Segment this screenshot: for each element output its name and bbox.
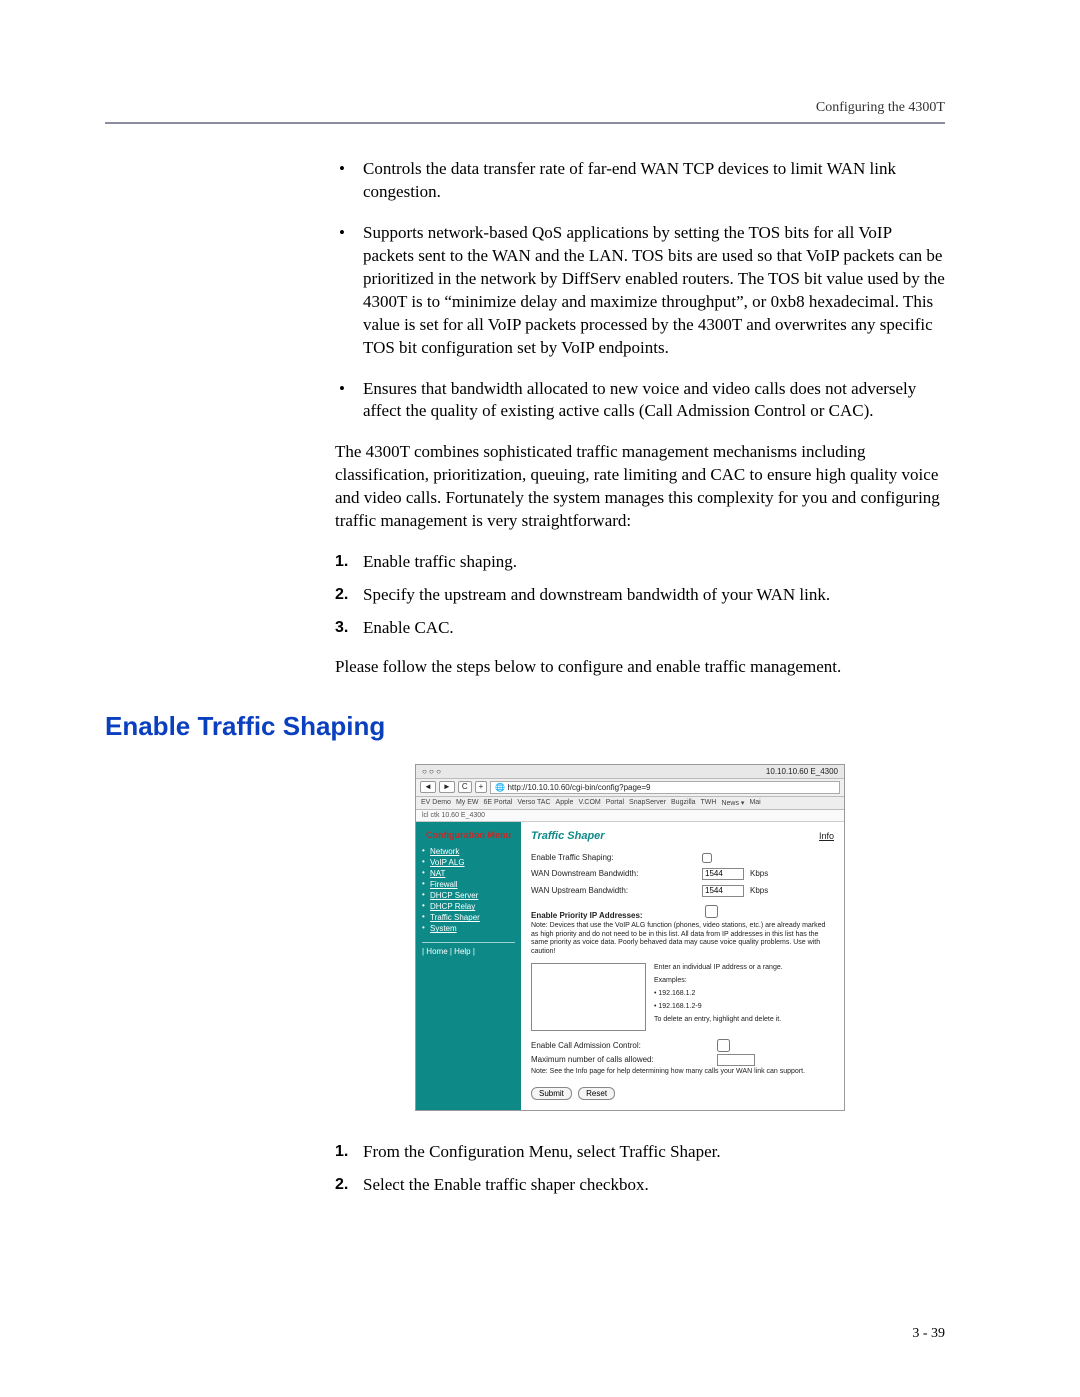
enable-shaping-label: Enable Traffic Shaping: [531,853,696,862]
browser-toolbar: ◄ ► C + 🌐 http://10.10.10.60/cgi-bin/con… [416,779,844,797]
ip-list-textarea[interactable] [531,963,646,1031]
bookmark-item[interactable]: TWH [701,799,717,807]
add-button[interactable]: + [475,781,488,793]
main-panel: Traffic Shaper Info Enable Traffic Shapi… [521,822,844,1110]
window-dots: ○ ○ ○ [422,767,441,776]
bullet-item: Ensures that bandwidth allocated to new … [335,378,945,424]
step-text: Enable CAC. [363,618,454,637]
step-item: 2.Specify the upstream and downstream ba… [335,584,945,607]
step-text: Specify the upstream and downstream band… [363,585,830,604]
embedded-screenshot: ○ ○ ○ 10.10.10.60 E_4300 ◄ ► C + 🌐 http:… [415,764,845,1111]
priority-ip-checkbox[interactable] [705,905,718,918]
enable-steps: 1.From the Configuration Menu, select Tr… [335,1141,945,1197]
kbps-unit: Kbps [750,886,768,895]
feature-bullets: Controls the data transfer rate of far-e… [335,158,945,423]
bookmark-item[interactable]: News ▾ [721,799,744,807]
bookmark-item[interactable]: Bugzilla [671,799,696,807]
wan-down-input[interactable] [702,868,744,880]
priority-ip-note: Note: Devices that use the VoIP ALG func… [531,922,834,957]
kbps-unit: Kbps [750,869,768,878]
step-text: Select the Enable traffic shaper checkbo… [363,1175,649,1194]
step-item: 2.Select the Enable traffic shaper check… [335,1174,945,1197]
bookmark-item[interactable]: 6E Portal [484,799,513,807]
bullet-item: Controls the data transfer rate of far-e… [335,158,945,204]
enable-shaping-checkbox[interactable] [702,853,712,863]
running-header: Configuring the 4300T [105,100,945,116]
reload-button[interactable]: C [458,781,472,793]
page-number: 3 - 39 [912,1326,945,1342]
sidebar-item-dhcp-server[interactable]: DHCP Server [422,890,515,901]
ip-help-text: Enter an individual IP address or a rang… [654,963,834,1031]
sidebar-title: Configuration Menu [422,830,515,840]
step-text: Enable traffic shaping. [363,552,517,571]
bookmarks-bar: EV Demo My EW 6E Portal Verso TAC Apple … [416,797,844,810]
bookmark-item[interactable]: Portal [606,799,624,807]
follow-paragraph: Please follow the steps below to configu… [335,656,945,679]
sidebar-item-dhcp-relay[interactable]: DHCP Relay [422,901,515,912]
sidebar-item-voip-alg[interactable]: VoIP ALG [422,857,515,868]
bookmark-item[interactable]: Mai [749,799,760,807]
step-item: 3.Enable CAC. [335,617,945,640]
bookmark-item[interactable]: Verso TAC [517,799,550,807]
bookmark-item[interactable]: SnapServer [629,799,666,807]
url-text: http://10.10.10.60/cgi-bin/config?page=9 [507,783,650,792]
sidebar-footer[interactable]: | Home | Help | [422,942,515,956]
back-button[interactable]: ◄ [420,781,436,793]
bookmark-item[interactable]: V.COM [578,799,600,807]
panel-title: Traffic Shaper [531,830,605,842]
sidebar-item-system[interactable]: System [422,923,515,934]
step-item: 1.Enable traffic shaping. [335,551,945,574]
window-titlebar: ○ ○ ○ 10.10.10.60 E_4300 [416,765,844,779]
sidebar-item-traffic-shaper[interactable]: Traffic Shaper [422,912,515,923]
bookmark-item[interactable]: EV Demo [421,799,451,807]
forward-button[interactable]: ► [439,781,455,793]
ip-bar: lcl ctk 10.60 E_4300 [416,810,844,822]
submit-button[interactable]: Submit [531,1087,572,1100]
bookmark-item[interactable]: My EW [456,799,479,807]
url-field[interactable]: 🌐 http://10.10.10.60/cgi-bin/config?page… [490,781,840,794]
step-item: 1.From the Configuration Menu, select Tr… [335,1141,945,1164]
info-link[interactable]: Info [819,831,834,841]
bullet-item: Supports network-based QoS applications … [335,222,945,360]
header-rule [105,122,945,124]
max-calls-label: Maximum number of calls allowed: [531,1055,711,1064]
sidebar-item-firewall[interactable]: Firewall [422,879,515,890]
cac-note: Note: See the Info page for help determi… [531,1068,834,1077]
cac-checkbox[interactable] [717,1039,730,1052]
reset-button[interactable]: Reset [578,1087,615,1100]
max-calls-input[interactable] [717,1054,755,1066]
intro-paragraph: The 4300T combines sophisticated traffic… [335,441,945,533]
bookmark-item[interactable]: Apple [556,799,574,807]
config-sidebar: Configuration Menu Network VoIP ALG NAT … [416,822,521,1110]
sidebar-item-nat[interactable]: NAT [422,868,515,879]
wan-down-label: WAN Downstream Bandwidth: [531,869,696,878]
section-heading: Enable Traffic Shaping [105,711,945,742]
wan-up-label: WAN Upstream Bandwidth: [531,886,696,895]
priority-ip-heading: Enable Priority IP Addresses: [531,905,834,920]
step-text: From the Configuration Menu, select Traf… [363,1142,721,1161]
sidebar-item-network[interactable]: Network [422,846,515,857]
cac-label: Enable Call Admission Control: [531,1041,711,1050]
ip-display: 10.10.10.60 E_4300 [766,767,838,776]
wan-up-input[interactable] [702,885,744,897]
config-steps: 1.Enable traffic shaping. 2.Specify the … [335,551,945,640]
